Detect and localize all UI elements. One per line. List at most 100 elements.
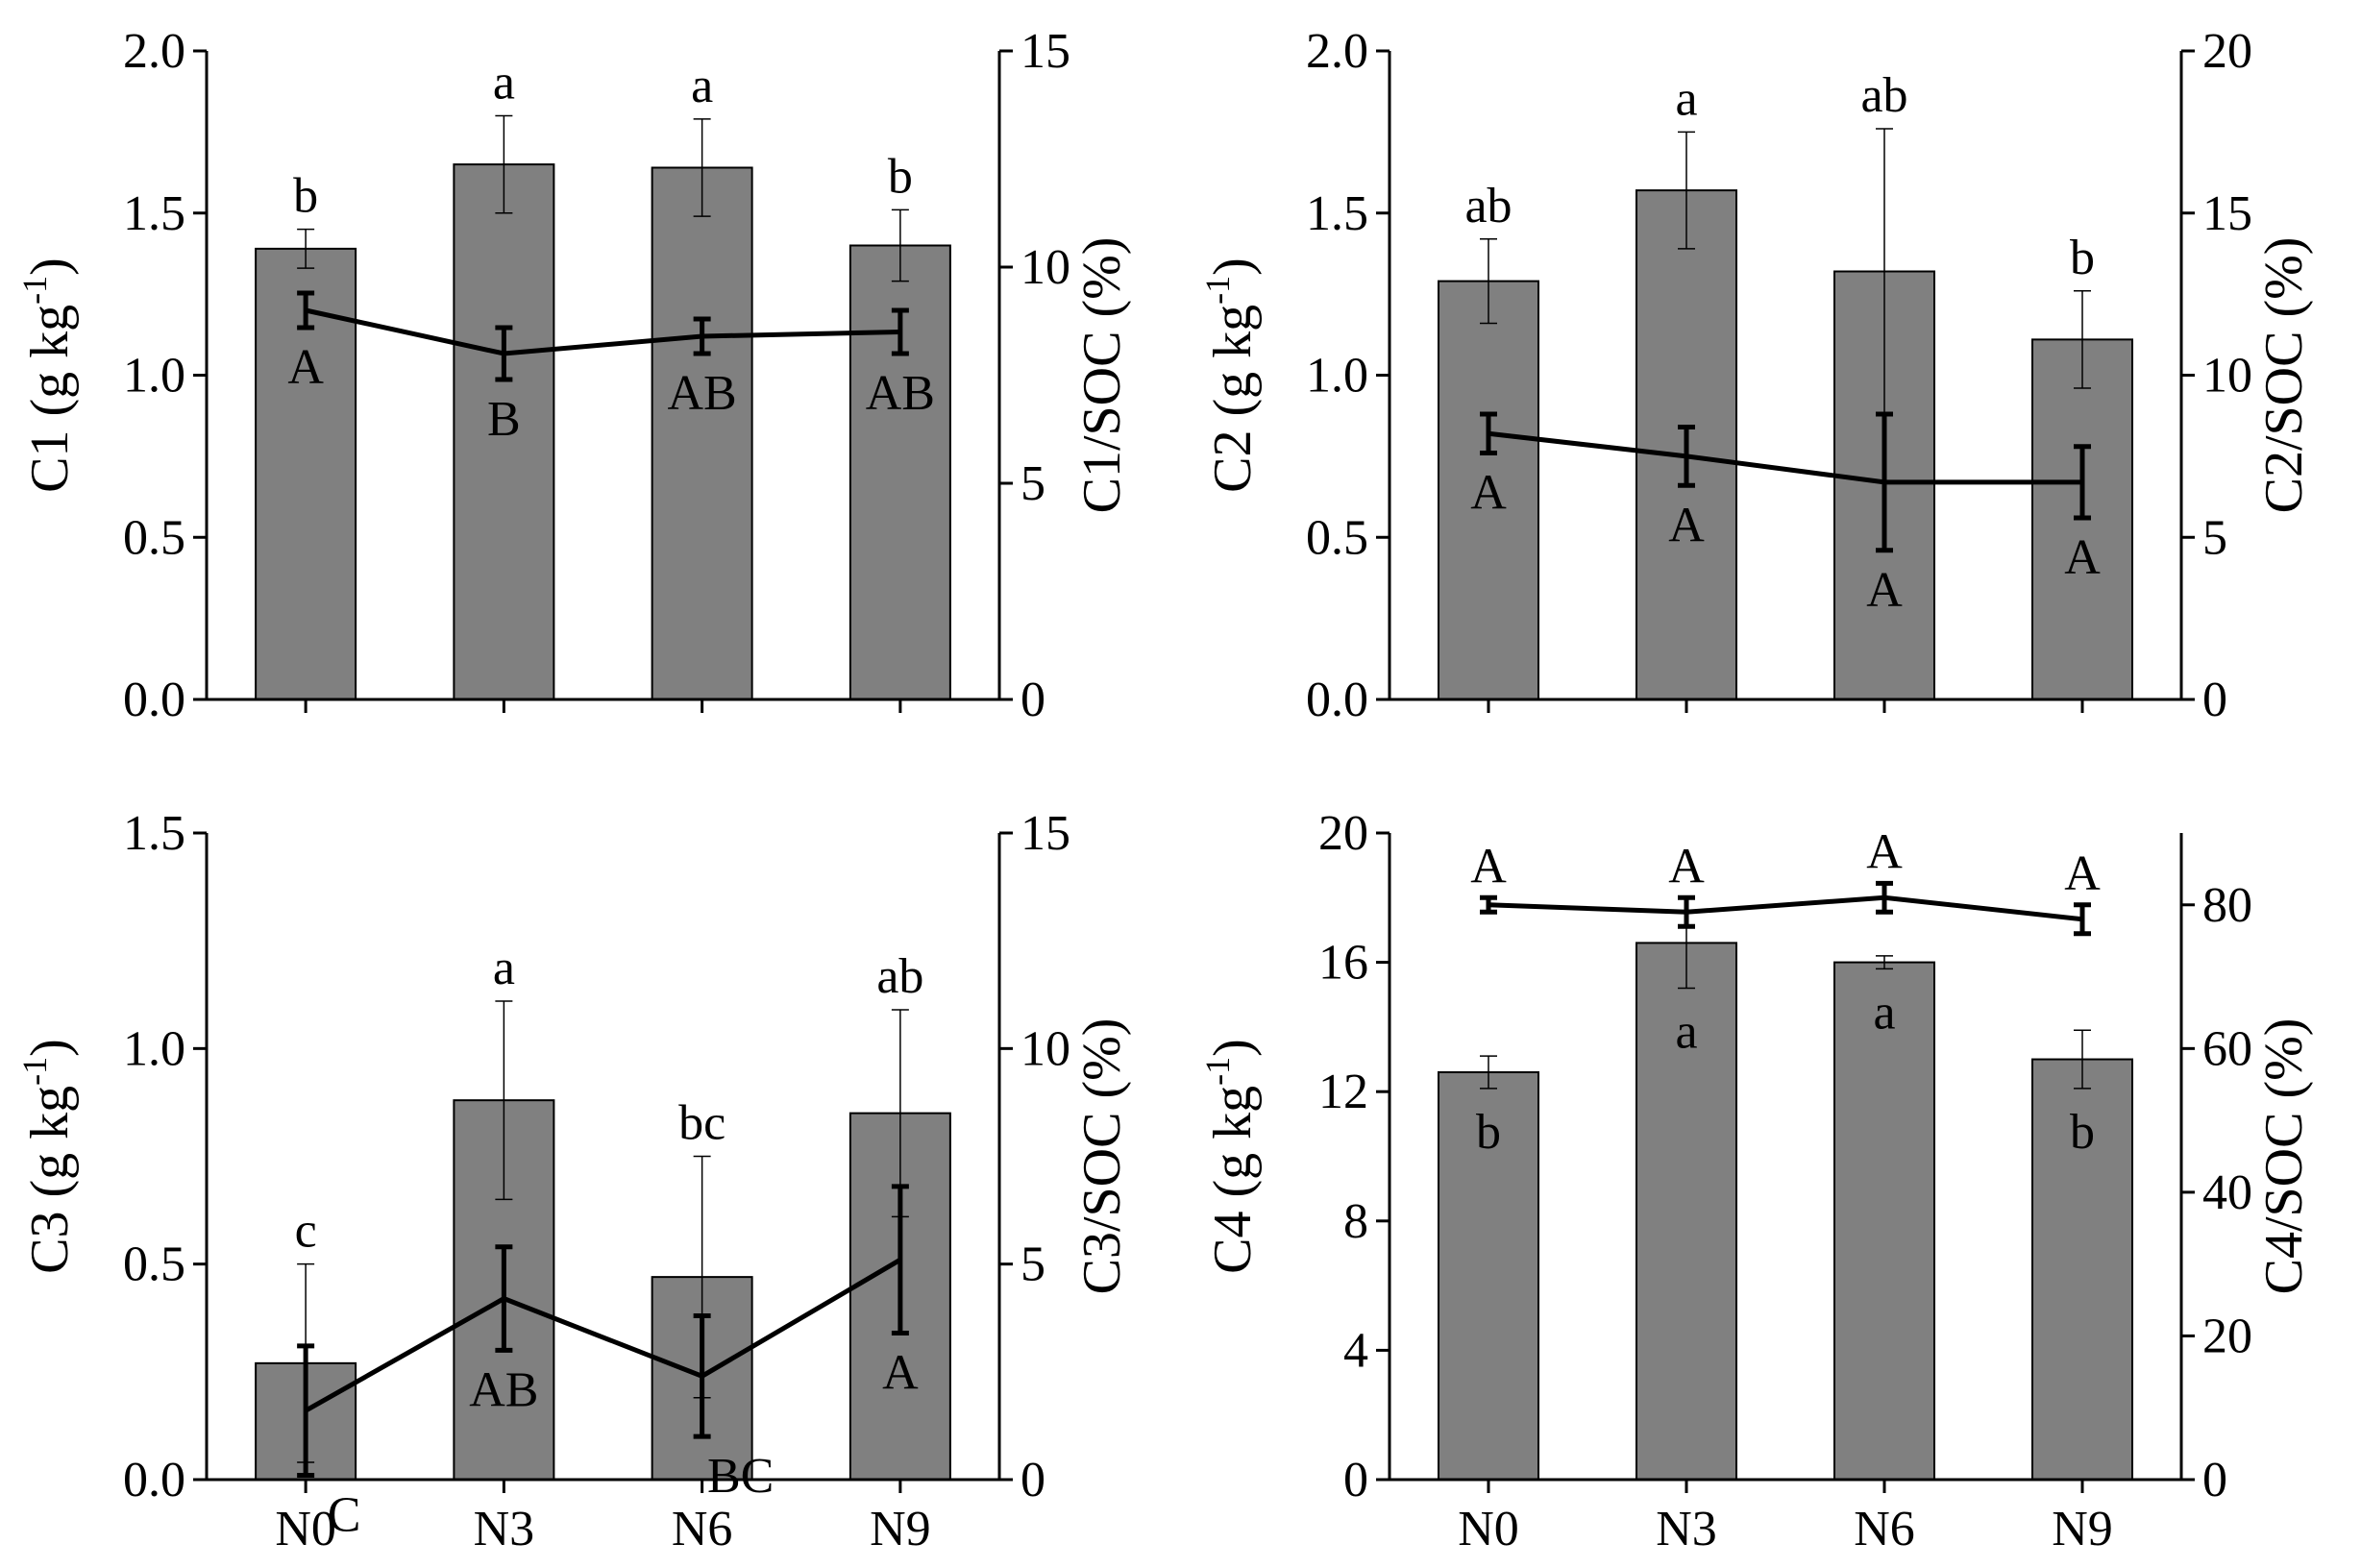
- y2-axis-label: C4/SOC (%): [2254, 1018, 2314, 1295]
- left-tick-label: 1.5: [123, 806, 185, 861]
- y-axis-label-close: ): [1203, 257, 1263, 276]
- left-tick-label: 16: [1318, 936, 1368, 991]
- bar-n0: [1438, 280, 1539, 700]
- line-letter: BC: [707, 1449, 774, 1504]
- y2-axis-label: C1/SOC (%): [1072, 237, 1132, 514]
- bar-letter: b: [2070, 231, 2095, 285]
- left-tick-label: 20: [1318, 806, 1368, 861]
- right-tick-label: 10: [1021, 240, 1070, 295]
- y2-axis-label: C2/SOC (%): [2254, 237, 2314, 514]
- right-tick-label: 10: [2202, 349, 2252, 404]
- bar-letter: bc: [678, 1096, 726, 1151]
- right-tick-label: 20: [2202, 24, 2252, 79]
- y2-axis-label: C3/SOC (%): [1072, 1018, 1132, 1295]
- left-tick-label: 1.0: [123, 1021, 185, 1076]
- y-axis-label: C4 (g kg-1): [1198, 1039, 1263, 1274]
- left-tick-label: 2.0: [1306, 24, 1368, 79]
- bar-letter: b: [888, 149, 913, 204]
- y-axis-label-sup: -1: [15, 276, 54, 305]
- x-tick-label: N0: [1458, 1502, 1519, 1556]
- y-axis-label: C2 (g kg-1): [1198, 257, 1263, 493]
- right-tick-label: 10: [1021, 1021, 1070, 1076]
- left-tick-label: 0.0: [123, 673, 185, 727]
- bar-n6: [651, 166, 753, 700]
- left-tick-label: 0.0: [1306, 673, 1368, 727]
- left-tick-label: 2.0: [123, 24, 185, 79]
- bar-letter: a: [493, 56, 515, 110]
- right-tick-label: 80: [2202, 878, 2252, 933]
- left-tick-label: 0.0: [123, 1453, 185, 1507]
- bar-letter: ab: [1860, 68, 1907, 123]
- line-letter: AB: [866, 366, 935, 421]
- bar-letter: a: [1873, 985, 1895, 1040]
- bar-letter: a: [1675, 71, 1697, 126]
- right-tick-label: 20: [2202, 1309, 2252, 1363]
- bar-letter: b: [293, 169, 318, 224]
- line-letter: A: [1470, 839, 1507, 894]
- left-tick-label: 8: [1343, 1194, 1368, 1249]
- right-tick-label: 60: [2202, 1021, 2252, 1076]
- left-tick-label: 4: [1343, 1323, 1368, 1378]
- bar-letter: b: [1476, 1105, 1501, 1160]
- left-tick-label: 0.5: [123, 1237, 185, 1292]
- right-tick-label: 0: [2202, 1453, 2227, 1507]
- y-axis-label-main: C2 (g kg: [1203, 305, 1263, 493]
- bar-n3: [453, 163, 555, 700]
- bar-letter: a: [1675, 1005, 1697, 1060]
- ratio-line: [304, 1258, 902, 1413]
- bar-letter: b: [2070, 1105, 2095, 1160]
- x-tick-label: N6: [1854, 1502, 1915, 1556]
- ratio-line: [1488, 894, 2083, 922]
- line-letter: A: [1470, 466, 1507, 521]
- line-letter: A: [882, 1345, 919, 1400]
- right-tick-label: 0: [1021, 1453, 1045, 1507]
- x-tick-label: N3: [474, 1502, 535, 1556]
- y-axis-label-main: C3 (g kg: [20, 1086, 80, 1274]
- line-letter: A: [287, 340, 324, 395]
- x-tick-label: N0: [275, 1502, 336, 1556]
- bar-letter: c: [295, 1204, 317, 1259]
- right-tick-label: 0: [1021, 673, 1045, 727]
- y-axis-label-close: ): [1203, 1039, 1263, 1057]
- bar-n0: [1438, 1071, 1539, 1481]
- line-letter: A: [1668, 498, 1705, 552]
- bar-n3: [1635, 942, 1737, 1481]
- x-tick-label: N3: [1656, 1502, 1717, 1556]
- right-tick-label: 15: [1021, 806, 1070, 861]
- y-axis-label-close: ): [20, 1039, 80, 1057]
- bar-letter: ab: [1464, 179, 1512, 233]
- bar-letter: a: [493, 941, 515, 995]
- line-letter: A: [1668, 839, 1705, 894]
- y-axis-label-sup: -1: [15, 1057, 54, 1086]
- bar-n9: [2031, 1058, 2133, 1482]
- line-letter: B: [487, 392, 521, 447]
- bar-letter: ab: [876, 949, 923, 1004]
- y-axis-label-main: C1 (g kg: [20, 305, 80, 493]
- y-axis-label: C3 (g kg-1): [15, 1039, 80, 1274]
- y-axis-label-close: ): [20, 257, 80, 276]
- panel-c4: b a a b A A A A 0 4 8 12 16 20 0 20 40 60 80 N0 N3 N6 N9 C4 (g …: [1198, 806, 2314, 1556]
- line-letter: AB: [668, 366, 737, 421]
- line-letter: C: [328, 1488, 361, 1543]
- panel-c3: c a bc ab C AB BC A 0.0 0.5 1.0 1.5 0 5 10 15 N0 N3 N6 N9 C3…: [15, 806, 1132, 1556]
- x-tick-label: N9: [870, 1502, 931, 1556]
- line-letter: A: [2064, 846, 2101, 901]
- right-tick-label: 5: [1021, 456, 1045, 511]
- left-tick-label: 1.5: [123, 186, 185, 241]
- right-tick-label: 5: [2202, 510, 2227, 565]
- left-tick-label: 12: [1318, 1065, 1368, 1119]
- line-letter: A: [1866, 563, 1903, 618]
- x-tick-label: N6: [672, 1502, 733, 1556]
- ratio-line: [1488, 430, 2082, 485]
- right-tick-label: 40: [2202, 1165, 2252, 1220]
- bar-letter: a: [691, 59, 713, 113]
- line-letter: A: [2064, 530, 2101, 585]
- y-axis-label-main: C4 (g kg: [1203, 1086, 1263, 1274]
- line-letter: A: [1866, 824, 1903, 879]
- ratio-line: [305, 307, 900, 356]
- bar-n6: [1833, 961, 1935, 1481]
- left-tick-label: 0: [1343, 1453, 1368, 1507]
- y-axis-label-sup: -1: [1198, 1057, 1237, 1086]
